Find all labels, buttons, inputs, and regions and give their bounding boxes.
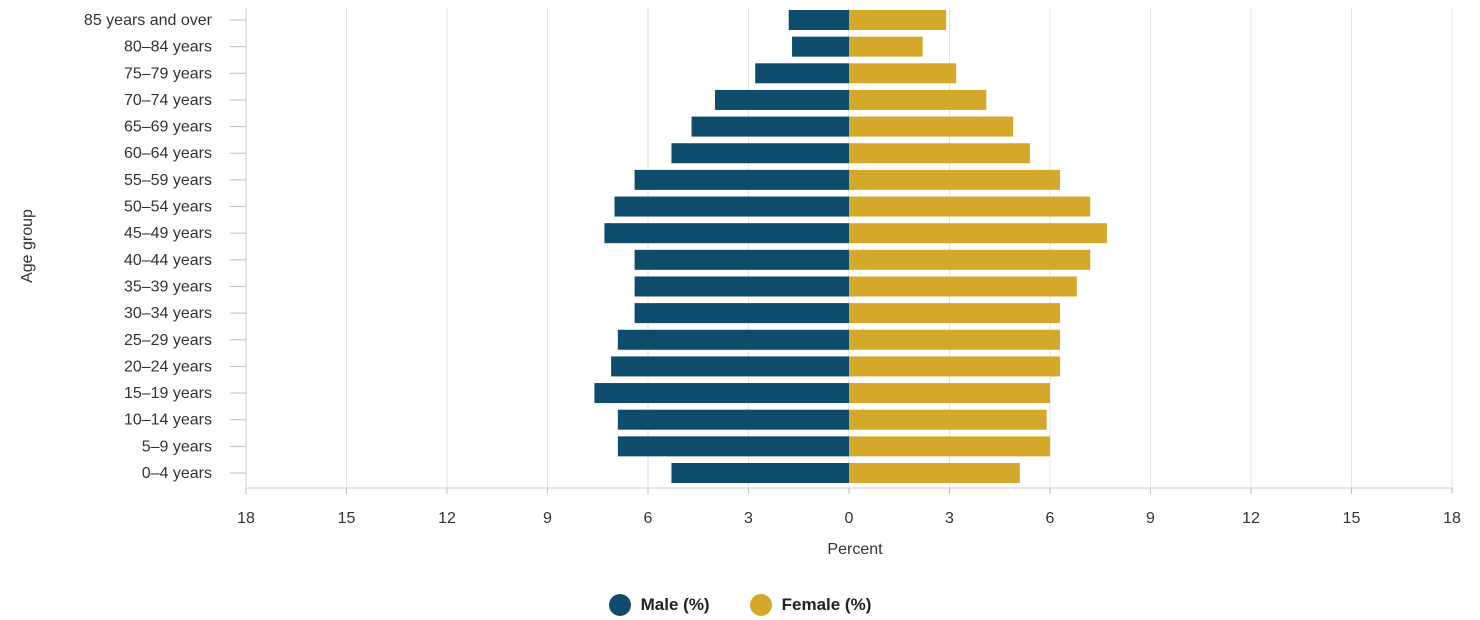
bar-male (788, 10, 849, 30)
y-tick-label: 80–84 years (124, 39, 212, 56)
bar-female (849, 329, 1061, 350)
bar-male (617, 409, 849, 430)
x-tick-label: 12 (1242, 510, 1260, 527)
bar-female (849, 383, 1050, 404)
bar-female (849, 303, 1061, 324)
bar-male (634, 303, 849, 324)
bar-male (594, 383, 849, 404)
bar-male (614, 196, 849, 217)
legend-swatch-male (608, 594, 631, 616)
y-tick-label: 45–49 years (124, 225, 212, 242)
bar-female (849, 409, 1047, 430)
legend-label-female: Female (%) (781, 595, 872, 614)
legend-label-male: Male (%) (640, 595, 710, 614)
bar-female (849, 276, 1077, 297)
x-tick-label: 12 (438, 510, 456, 527)
bar-female (849, 169, 1061, 190)
bar-male (617, 329, 849, 350)
bar-female (849, 10, 947, 30)
y-tick-label: 55–59 years (124, 172, 212, 189)
y-tick-label: 10–14 years (124, 412, 212, 429)
bar-female (849, 116, 1014, 137)
bar-male (611, 356, 849, 377)
y-tick-label: 25–29 years (124, 332, 212, 349)
bar-female (849, 436, 1050, 457)
bar-male (671, 463, 849, 483)
y-tick-label: 50–54 years (124, 199, 212, 216)
y-tick-label: 15–19 years (124, 385, 212, 402)
y-axis: 85 years and over 80–84 years 75–79 years 7… (84, 8, 247, 488)
bar-male (617, 436, 849, 457)
x-tick-label: 6 (644, 510, 653, 527)
y-axis-title: Age group (19, 209, 36, 283)
bar-female (849, 89, 987, 110)
legend-swatch-female (749, 594, 772, 616)
y-tick-label: 75–79 years (124, 65, 212, 82)
bar-female (849, 63, 957, 84)
x-tick-label: 15 (338, 510, 356, 527)
y-tick-label: 40–44 years (124, 252, 212, 269)
y-tick-label: 70–74 years (124, 92, 212, 109)
bar-male (604, 223, 849, 244)
x-tick-label: 15 (1343, 510, 1361, 527)
bar-male (634, 169, 849, 190)
x-tick-label: 9 (543, 510, 552, 527)
bar-male (634, 249, 849, 270)
bar-female (849, 356, 1061, 377)
bar-female (849, 223, 1107, 244)
legend-item-female[interactable]: Female (%) (749, 594, 872, 616)
bar-female (849, 249, 1091, 270)
y-tick-label: 30–34 years (124, 305, 212, 322)
bar-female (849, 463, 1020, 483)
bar-female (849, 36, 923, 57)
x-tick-label: 3 (744, 510, 753, 527)
bar-male (691, 116, 849, 137)
x-tick-label: 6 (1046, 510, 1055, 527)
y-tick-label: 85 years and over (84, 12, 213, 29)
legend: Male (%) Female (%) (0, 594, 1480, 616)
y-tick-label: 5–9 years (142, 438, 212, 455)
bar-male (755, 63, 849, 84)
x-tick-label: 0 (845, 510, 854, 527)
x-tick-label: 18 (237, 510, 255, 527)
y-tick-label: 0–4 years (142, 465, 212, 482)
bar-male (634, 276, 849, 297)
bar-female (849, 196, 1091, 217)
x-tick-label: 9 (1146, 510, 1155, 527)
y-tick-label: 60–64 years (124, 145, 212, 162)
x-axis-title: Percent (827, 541, 883, 558)
bar-male (792, 36, 849, 57)
bar-male (715, 89, 849, 110)
bar-female (849, 143, 1030, 164)
bar-male (671, 143, 849, 164)
y-tick-label: 20–24 years (124, 358, 212, 375)
legend-item-male[interactable]: Male (%) (608, 594, 710, 616)
y-tick-label: 35–39 years (124, 278, 212, 295)
x-axis: 18 15 12 9 6 3 0 3 6 9 12 15 18 (237, 487, 1461, 527)
bars (594, 10, 1107, 483)
y-tick-label: 65–69 years (124, 119, 212, 136)
x-tick-label: 18 (1443, 510, 1461, 527)
vertical-gridlines (346, 8, 1453, 488)
x-tick-label: 3 (945, 510, 954, 527)
